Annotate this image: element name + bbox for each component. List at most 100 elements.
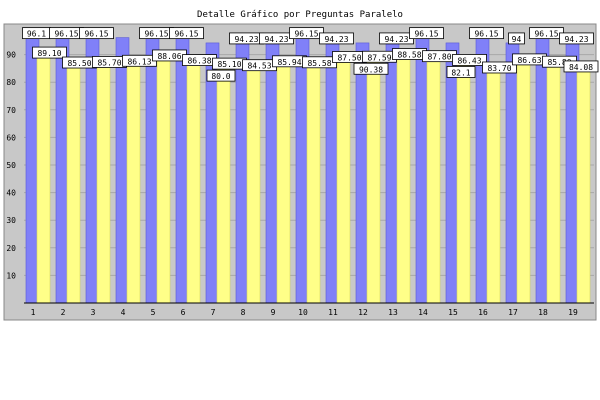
x-tick-label: 16 xyxy=(478,308,488,317)
svg-text:87.50: 87.50 xyxy=(337,54,361,63)
x-tick-label: 12 xyxy=(358,308,368,317)
bar-series-2 xyxy=(396,58,411,304)
bar-series-2 xyxy=(96,66,111,304)
x-tick-label: 8 xyxy=(241,308,246,317)
data-label: 96.15 xyxy=(469,27,504,40)
svg-text:85.10: 85.10 xyxy=(217,60,241,69)
x-tick-label: 5 xyxy=(151,308,156,317)
x-tick-label: 14 xyxy=(418,308,428,317)
svg-text:86.43: 86.43 xyxy=(457,56,481,65)
x-tick-label: 6 xyxy=(181,308,186,317)
y-tick-label: 50 xyxy=(6,161,16,170)
svg-text:94: 94 xyxy=(512,35,522,44)
data-label: 96.15 xyxy=(529,27,564,40)
svg-text:96.15: 96.15 xyxy=(174,30,198,39)
data-label: 84.08 xyxy=(563,60,599,73)
y-tick-label: 70 xyxy=(6,106,16,115)
data-label: 96.15 xyxy=(79,27,114,40)
y-tick-label: 20 xyxy=(6,244,16,253)
x-axis-ticks: 1 2 3 4 5 6 7 8 9 10 11 12 13 14 15 16 17 18 19 xyxy=(31,308,578,317)
x-tick-label: 4 xyxy=(121,308,126,317)
y-tick-label: 90 xyxy=(6,51,16,60)
data-label: 94 xyxy=(508,32,525,45)
y-tick-label: 40 xyxy=(6,189,16,198)
svg-text:88.58: 88.58 xyxy=(397,51,421,60)
svg-text:85.50: 85.50 xyxy=(67,59,91,68)
bar-series-2 xyxy=(336,61,351,304)
svg-text:96.1: 96.1 xyxy=(27,30,46,39)
data-label: 96.15 xyxy=(289,27,324,40)
x-tick-label: 3 xyxy=(91,308,96,317)
svg-text:84.08: 84.08 xyxy=(569,63,593,72)
chart-title: Detalle Gráfico por Preguntas Paralelo xyxy=(197,10,403,20)
bar-series-2 xyxy=(456,64,471,304)
bar-series-2 xyxy=(366,60,381,304)
x-tick-label: 13 xyxy=(388,308,398,317)
data-label: 84.53 xyxy=(242,59,277,72)
bar-series-2 xyxy=(246,69,261,304)
svg-text:94.23: 94.23 xyxy=(324,35,348,44)
svg-text:85.80: 85.80 xyxy=(547,58,571,67)
bars xyxy=(25,37,591,304)
data-label: 85.58 xyxy=(302,56,337,69)
bar-series-2 xyxy=(516,63,531,304)
svg-text:85.58: 85.58 xyxy=(307,59,331,68)
svg-text:83.70: 83.70 xyxy=(487,64,511,73)
svg-text:90.38: 90.38 xyxy=(359,65,383,74)
data-label: 87.80 xyxy=(422,50,457,63)
y-axis-ticks: 10 20 30 40 50 60 70 80 90 xyxy=(6,51,16,281)
data-label: 85.10 xyxy=(212,57,247,70)
data-label: 94.23 xyxy=(319,32,354,45)
svg-text:88.06: 88.06 xyxy=(157,52,181,61)
svg-text:96.15: 96.15 xyxy=(294,30,318,39)
data-label: 80.0 xyxy=(206,69,236,82)
x-tick-label: 19 xyxy=(568,308,578,317)
svg-text:94.23: 94.23 xyxy=(234,35,258,44)
x-tick-label: 10 xyxy=(298,308,308,317)
svg-text:96.15: 96.15 xyxy=(414,30,438,39)
data-label: 96.15 xyxy=(169,27,204,40)
data-label: 86.43 xyxy=(452,54,487,66)
svg-text:94.23: 94.23 xyxy=(564,35,588,44)
svg-text:85.70: 85.70 xyxy=(97,58,121,67)
y-tick-label: 30 xyxy=(6,216,16,225)
x-tick-label: 2 xyxy=(61,308,66,317)
svg-text:89.10: 89.10 xyxy=(37,49,61,58)
x-tick-label: 1 xyxy=(31,308,36,317)
y-tick-label: 60 xyxy=(6,133,16,142)
data-label: 83.70 xyxy=(482,61,517,74)
bar-series-2 xyxy=(36,56,51,304)
bar-series-2 xyxy=(186,64,201,304)
x-tick-label: 9 xyxy=(271,308,276,317)
bar-series-2 xyxy=(486,71,501,304)
svg-text:86.63: 86.63 xyxy=(517,56,541,65)
data-label: 94.23 xyxy=(379,32,414,45)
svg-text:96.15: 96.15 xyxy=(144,30,168,39)
bar-series-2 xyxy=(576,70,591,304)
bar-series-2 xyxy=(126,64,141,304)
bar-series-2 xyxy=(216,67,231,304)
x-tick-label: 15 xyxy=(448,308,458,317)
data-label: 94.23 xyxy=(259,32,294,45)
x-tick-label: 11 xyxy=(328,308,338,317)
data-label: 86.13 xyxy=(122,54,157,67)
data-label: 82.1 xyxy=(446,66,476,78)
data-label: 89.10 xyxy=(32,46,67,59)
svg-text:87.80: 87.80 xyxy=(427,53,451,62)
svg-text:86.13: 86.13 xyxy=(127,57,151,66)
data-label: 85.50 xyxy=(62,56,97,69)
data-label: 96.1 xyxy=(22,27,51,40)
svg-text:82.1: 82.1 xyxy=(451,68,470,77)
svg-text:96.15: 96.15 xyxy=(54,30,78,39)
svg-text:85.94: 85.94 xyxy=(277,58,301,67)
bar-series-2 xyxy=(276,65,291,304)
data-label: 94.23 xyxy=(559,32,594,45)
svg-text:87.59: 87.59 xyxy=(367,53,391,62)
data-label: 96.15 xyxy=(49,27,84,40)
data-label: 88.06 xyxy=(152,49,187,62)
svg-text:94.23: 94.23 xyxy=(264,35,288,44)
data-label: 85.70 xyxy=(92,56,127,68)
bar-series-2 xyxy=(426,60,441,304)
data-label: 87.50 xyxy=(332,51,367,63)
data-label: 96.15 xyxy=(139,27,174,40)
